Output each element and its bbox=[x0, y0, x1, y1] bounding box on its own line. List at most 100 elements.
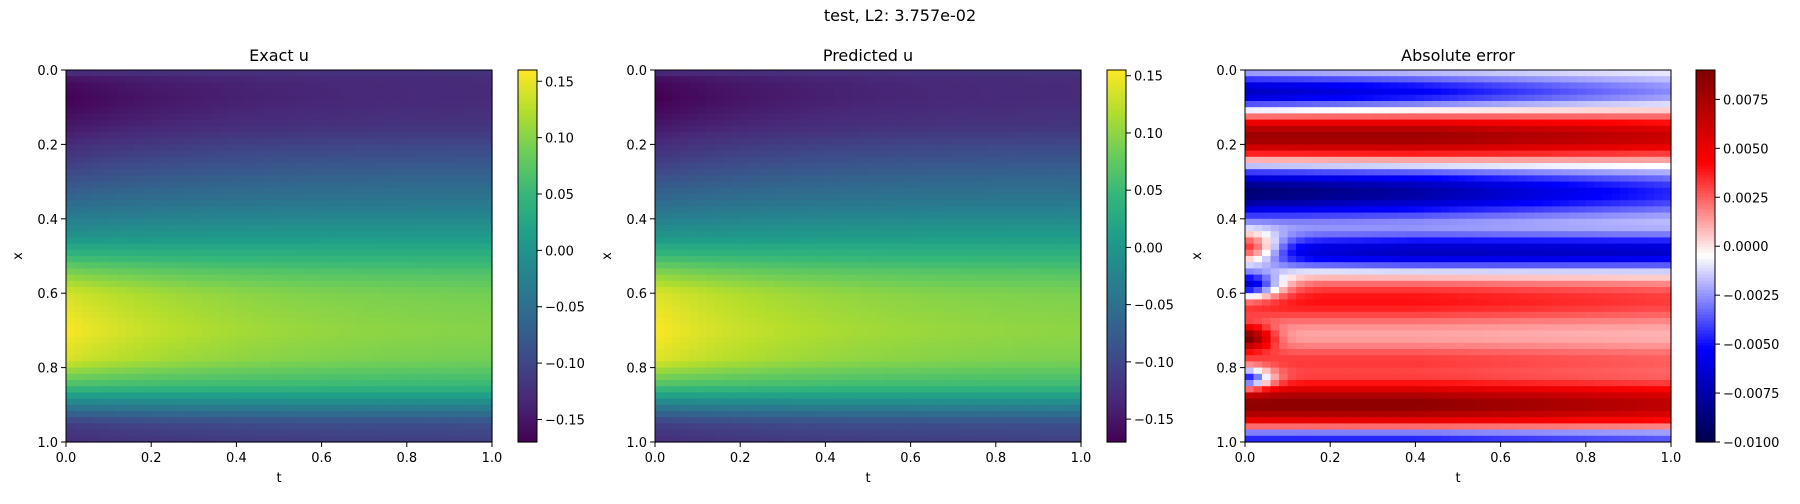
heatmap-cell bbox=[126, 374, 135, 381]
heatmap-cell bbox=[970, 151, 979, 158]
heatmap-cell bbox=[1055, 76, 1064, 83]
heatmap-cell bbox=[757, 268, 766, 275]
heatmap-cell bbox=[126, 163, 135, 170]
heatmap-cell bbox=[672, 95, 681, 102]
heatmap-cell bbox=[339, 194, 348, 201]
heatmap-cell bbox=[834, 101, 843, 108]
heatmap-cell bbox=[928, 120, 937, 127]
heatmap-cell bbox=[483, 275, 492, 282]
heatmap-cell bbox=[160, 206, 169, 213]
heatmap-cell bbox=[83, 423, 92, 430]
heatmap-cell bbox=[143, 70, 152, 77]
heatmap-cell bbox=[919, 157, 928, 164]
heatmap-cell bbox=[817, 76, 826, 83]
heatmap-cell bbox=[766, 293, 775, 300]
heatmap-cell bbox=[715, 138, 724, 145]
heatmap-cell bbox=[194, 306, 203, 313]
heatmap-cell bbox=[415, 343, 424, 350]
heatmap-cell bbox=[262, 361, 271, 368]
heatmap-cell bbox=[313, 343, 322, 350]
heatmap-cell bbox=[185, 250, 194, 257]
heatmap-cell bbox=[236, 293, 245, 300]
heatmap-cell bbox=[407, 312, 416, 319]
heatmap-cell bbox=[800, 70, 809, 77]
heatmap-cell bbox=[441, 330, 450, 337]
heatmap-cell bbox=[330, 82, 339, 89]
heatmap-cell bbox=[373, 237, 382, 244]
heatmap-cell bbox=[83, 399, 92, 406]
heatmap-cell bbox=[877, 101, 886, 108]
heatmap-cell bbox=[475, 163, 484, 170]
heatmap-cell bbox=[364, 386, 373, 393]
heatmap-cell bbox=[424, 275, 433, 282]
heatmap-cell bbox=[262, 126, 271, 133]
heatmap-cell bbox=[424, 244, 433, 251]
heatmap-cell bbox=[774, 163, 783, 170]
heatmap-cell bbox=[655, 138, 664, 145]
heatmap-cell bbox=[936, 244, 945, 251]
heatmap-cell bbox=[466, 95, 475, 102]
heatmap-cell bbox=[441, 219, 450, 226]
heatmap-cell bbox=[441, 275, 450, 282]
heatmap-cell bbox=[424, 70, 433, 77]
heatmap-cell bbox=[262, 318, 271, 325]
heatmap-cell bbox=[962, 107, 971, 114]
heatmap-cell bbox=[202, 70, 211, 77]
heatmap-cell bbox=[842, 95, 851, 102]
heatmap-cell bbox=[330, 169, 339, 176]
heatmap-cell bbox=[100, 306, 109, 313]
heatmap-cell bbox=[151, 405, 160, 412]
heatmap-cell bbox=[245, 219, 254, 226]
heatmap-cell bbox=[92, 231, 101, 238]
heatmap-cell bbox=[407, 368, 416, 375]
heatmap-cell bbox=[825, 101, 834, 108]
heatmap-cell bbox=[894, 287, 903, 294]
heatmap-cell bbox=[407, 262, 416, 269]
heatmap-cell bbox=[270, 163, 279, 170]
heatmap-cell bbox=[202, 306, 211, 313]
heatmap-cell bbox=[177, 157, 186, 164]
heatmap-cell bbox=[151, 399, 160, 406]
heatmap-cell bbox=[655, 213, 664, 220]
heatmap-cell bbox=[715, 126, 724, 133]
heatmap-cell bbox=[75, 213, 84, 220]
heatmap-cell bbox=[766, 206, 775, 213]
heatmap-cell bbox=[1030, 231, 1039, 238]
heatmap-cell bbox=[962, 76, 971, 83]
heatmap-cell bbox=[83, 113, 92, 120]
heatmap-cell bbox=[1021, 70, 1030, 77]
heatmap-cell bbox=[945, 256, 954, 263]
heatmap-cell bbox=[194, 163, 203, 170]
heatmap-cell bbox=[398, 70, 407, 77]
heatmap-cell bbox=[330, 392, 339, 399]
heatmap-cell bbox=[877, 194, 886, 201]
heatmap-cell bbox=[100, 138, 109, 145]
heatmap-cell bbox=[962, 219, 971, 226]
heatmap-cell bbox=[126, 138, 135, 145]
heatmap-cell bbox=[996, 281, 1005, 288]
heatmap-cell bbox=[441, 175, 450, 182]
heatmap-cell bbox=[732, 120, 741, 127]
heatmap-cell bbox=[791, 194, 800, 201]
heatmap-cell bbox=[868, 76, 877, 83]
heatmap-cell bbox=[143, 299, 152, 306]
heatmap-cell bbox=[364, 355, 373, 362]
heatmap-cell bbox=[407, 95, 416, 102]
heatmap-cell bbox=[732, 244, 741, 251]
heatmap-cell bbox=[100, 213, 109, 220]
heatmap-cell bbox=[483, 113, 492, 120]
heatmap-cell bbox=[817, 126, 826, 133]
heatmap-cell bbox=[859, 175, 868, 182]
heatmap-cell bbox=[356, 163, 365, 170]
heatmap-cell bbox=[236, 107, 245, 114]
heatmap-cell bbox=[655, 95, 664, 102]
heatmap-cell bbox=[66, 268, 75, 275]
heatmap-cell bbox=[364, 299, 373, 306]
heatmap-cell bbox=[177, 312, 186, 319]
heatmap-cell bbox=[817, 175, 826, 182]
heatmap-cell bbox=[817, 194, 826, 201]
heatmap-cell bbox=[424, 200, 433, 207]
heatmap-cell bbox=[151, 89, 160, 96]
heatmap-cell bbox=[1021, 138, 1030, 145]
heatmap-cell bbox=[483, 411, 492, 418]
